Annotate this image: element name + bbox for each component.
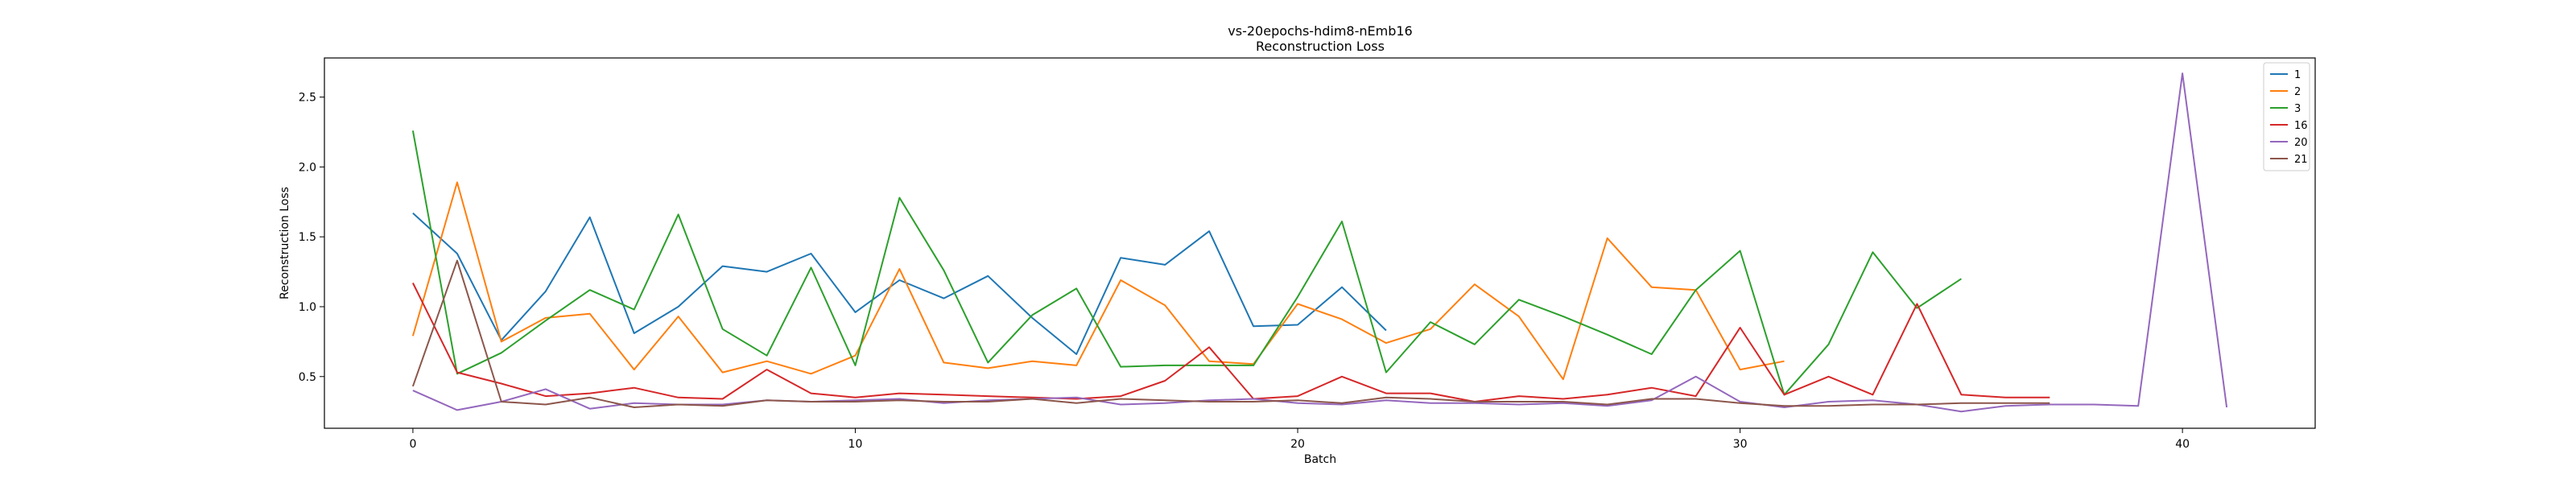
legend-label-3: 3 xyxy=(2294,103,2301,115)
chart-title: vs-20epochs-hdim8-nEmb16 xyxy=(1228,23,1412,39)
legend-label-16: 16 xyxy=(2294,120,2308,132)
y-tick-label: 1.5 xyxy=(299,231,316,244)
series-line-16 xyxy=(412,283,2050,402)
y-tick-label: 2.5 xyxy=(299,92,316,105)
plot-frame xyxy=(324,57,2316,429)
series-lines xyxy=(411,72,2228,413)
legend-label-21: 21 xyxy=(2294,154,2308,166)
legend-label-1: 1 xyxy=(2294,69,2301,81)
axis-ticks: 0 10 20 30 40 0.5 1.0 1.5 2.0 2.5 xyxy=(299,92,2190,451)
y-tick-label: 2.0 xyxy=(299,161,316,174)
chart-subtitle: Reconstruction Loss xyxy=(1256,39,1385,54)
series-line-21 xyxy=(411,259,2050,408)
legend-label-2: 2 xyxy=(2294,86,2301,98)
x-tick-label: 40 xyxy=(2175,438,2190,451)
x-tick-label: 10 xyxy=(848,438,863,451)
legend: 1 2 3 16 20 21 xyxy=(2263,62,2310,171)
y-tick-label: 1.0 xyxy=(299,301,316,314)
legend-box xyxy=(2263,62,2310,171)
x-tick-label: 30 xyxy=(1733,438,1748,451)
series-line-1 xyxy=(412,212,1387,355)
x-axis-label: Batch xyxy=(1304,453,1336,466)
series-line-20 xyxy=(412,72,2228,413)
y-axis-label: Reconstruction Loss xyxy=(279,187,291,299)
series-line-2 xyxy=(411,181,1785,381)
x-tick-label: 0 xyxy=(409,438,416,451)
y-tick-label: 0.5 xyxy=(299,371,316,384)
series-line-3 xyxy=(411,130,1962,396)
x-tick-label: 20 xyxy=(1290,438,1305,451)
legend-label-20: 20 xyxy=(2294,137,2308,149)
